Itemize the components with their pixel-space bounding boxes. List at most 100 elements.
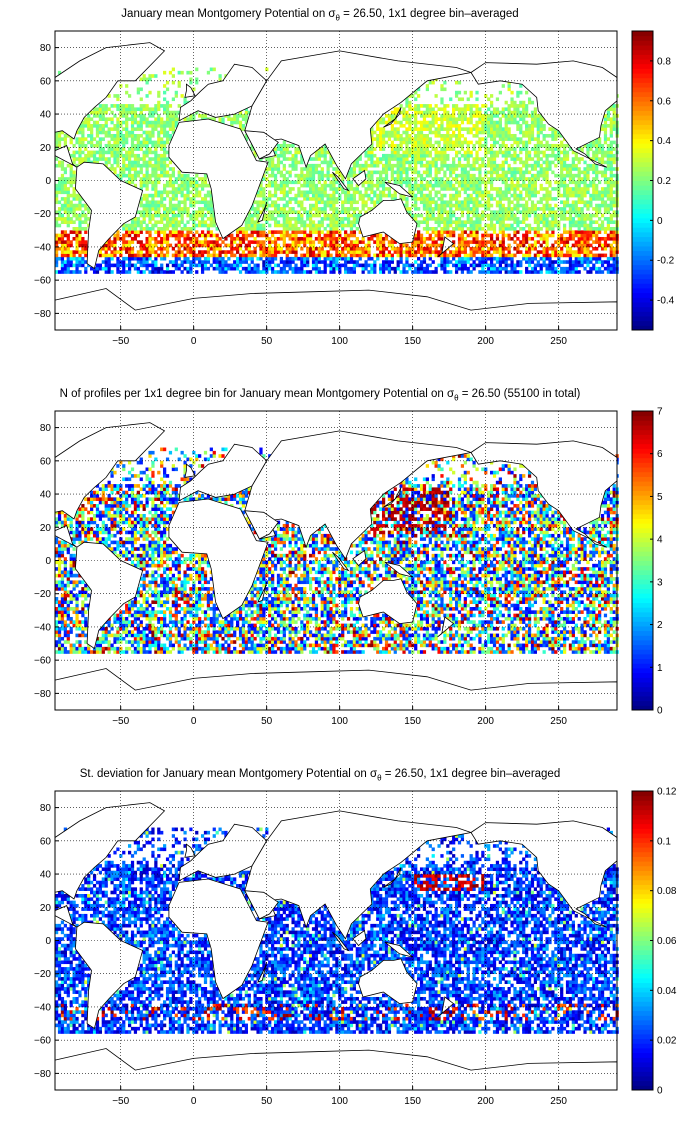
heatmap-cell bbox=[571, 200, 575, 205]
heatmap-cell bbox=[396, 246, 400, 251]
heatmap-cell bbox=[279, 223, 284, 228]
heatmap-cell bbox=[457, 263, 462, 268]
heatmap-cell bbox=[60, 167, 65, 171]
heatmap-cell bbox=[507, 210, 511, 215]
heatmap-cell bbox=[381, 187, 386, 191]
heatmap-cell bbox=[306, 163, 310, 168]
heatmap-cell bbox=[291, 187, 295, 191]
heatmap-cell bbox=[352, 230, 357, 234]
heatmap-cell bbox=[487, 270, 491, 274]
heatmap-cell bbox=[186, 220, 190, 224]
heatmap-cell bbox=[554, 187, 558, 191]
heatmap-cell bbox=[130, 130, 135, 135]
heatmap-cell bbox=[349, 260, 354, 264]
heatmap-cell bbox=[606, 137, 610, 141]
heatmap-cell bbox=[545, 227, 549, 231]
heatmap-cell bbox=[139, 200, 143, 205]
heatmap-cell bbox=[562, 163, 567, 168]
heatmap-cell bbox=[414, 153, 418, 158]
heatmap-cell bbox=[434, 200, 438, 205]
heatmap-cell bbox=[171, 124, 175, 128]
heatmap-cell bbox=[507, 137, 511, 141]
heatmap-cell bbox=[332, 220, 336, 224]
heatmap-cell bbox=[536, 213, 540, 218]
heatmap-cell bbox=[379, 246, 383, 251]
heatmap-cell bbox=[148, 203, 152, 208]
heatmap-cell bbox=[259, 200, 263, 205]
heatmap-cell bbox=[460, 133, 465, 138]
heatmap-cell bbox=[545, 180, 549, 185]
heatmap-cell bbox=[308, 227, 313, 231]
heatmap-cell bbox=[209, 253, 213, 258]
heatmap-cell bbox=[60, 197, 65, 201]
heatmap-cell bbox=[174, 193, 178, 198]
heatmap-cell bbox=[504, 147, 508, 151]
heatmap-cell bbox=[437, 263, 441, 268]
heatmap-cell bbox=[498, 200, 502, 205]
heatmap-cell bbox=[236, 263, 240, 268]
heatmap-cell bbox=[294, 263, 298, 268]
heatmap-cell bbox=[125, 240, 129, 244]
heatmap-cell bbox=[417, 236, 421, 241]
heatmap-cell bbox=[288, 157, 292, 161]
heatmap-cell bbox=[224, 250, 228, 254]
heatmap-cell bbox=[230, 243, 234, 248]
heatmap-cell bbox=[355, 246, 359, 251]
heatmap-cell bbox=[66, 236, 70, 241]
heatmap-cell bbox=[475, 256, 479, 261]
heatmap-cell bbox=[484, 124, 488, 128]
heatmap-cell bbox=[548, 253, 552, 258]
heatmap-cell bbox=[443, 140, 447, 145]
heatmap-cell bbox=[533, 190, 538, 195]
heatmap-cell bbox=[133, 223, 138, 228]
heatmap-cell bbox=[536, 157, 540, 161]
heatmap-cell bbox=[484, 187, 488, 191]
heatmap-cell bbox=[446, 187, 450, 191]
heatmap-cell bbox=[104, 260, 108, 264]
heatmap-cell bbox=[142, 137, 146, 141]
heatmap-cell bbox=[148, 246, 152, 251]
heatmap-cell bbox=[411, 253, 415, 258]
heatmap-cell bbox=[183, 227, 187, 231]
heatmap-cell bbox=[606, 180, 610, 185]
heatmap-cell bbox=[434, 153, 438, 158]
heatmap-cell bbox=[358, 240, 362, 244]
heatmap-cell bbox=[414, 260, 418, 264]
heatmap-cell bbox=[592, 213, 596, 218]
heatmap-cell bbox=[308, 223, 313, 228]
heatmap-cell bbox=[122, 173, 126, 178]
heatmap-cell bbox=[571, 230, 575, 234]
heatmap-cell bbox=[157, 190, 161, 195]
heatmap-cell bbox=[279, 147, 284, 151]
heatmap-cell bbox=[457, 173, 462, 178]
heatmap-cell bbox=[177, 246, 181, 251]
heatmap-cell bbox=[361, 236, 365, 241]
heatmap-cell bbox=[542, 143, 546, 148]
heatmap-cell bbox=[364, 167, 368, 171]
heatmap-cell bbox=[341, 203, 345, 208]
heatmap-cell bbox=[507, 243, 511, 248]
heatmap-cell bbox=[525, 183, 529, 188]
heatmap-cell bbox=[396, 250, 400, 254]
heatmap-cell bbox=[510, 253, 514, 258]
heatmap-cell bbox=[148, 250, 152, 254]
heatmap-cell bbox=[565, 150, 570, 155]
heatmap-cell bbox=[236, 246, 240, 251]
heatmap-cell bbox=[551, 137, 555, 141]
heatmap-cell bbox=[571, 223, 575, 228]
heatmap-cell bbox=[484, 193, 488, 198]
heatmap-cell bbox=[177, 243, 181, 248]
heatmap-cell bbox=[478, 263, 482, 268]
heatmap-cell bbox=[606, 203, 610, 208]
heatmap-cell bbox=[63, 243, 67, 248]
heatmap-cell bbox=[160, 240, 164, 244]
heatmap-cell bbox=[431, 240, 435, 244]
heatmap-cell bbox=[253, 270, 257, 274]
heatmap-cell bbox=[501, 130, 505, 135]
heatmap-cell bbox=[606, 207, 610, 211]
heatmap-cell bbox=[282, 243, 286, 248]
heatmap-cell bbox=[452, 140, 456, 145]
title-text: January mean Montgomery Potential on σ bbox=[121, 8, 336, 20]
heatmap-cell bbox=[525, 203, 529, 208]
heatmap-cell bbox=[60, 203, 65, 208]
